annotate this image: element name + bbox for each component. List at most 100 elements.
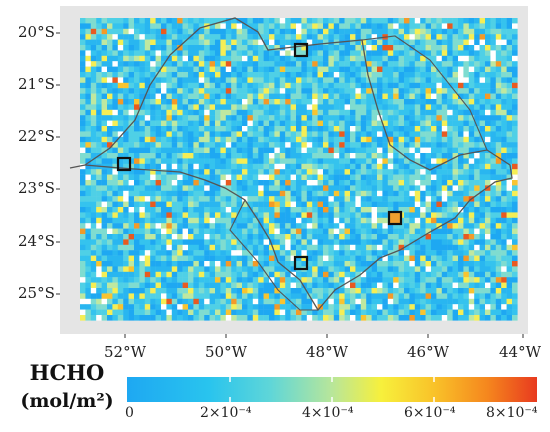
hcho-cell	[306, 169, 313, 175]
hcho-cell	[468, 212, 475, 218]
hcho-cell	[274, 109, 280, 116]
hcho-cell	[296, 244, 302, 251]
hcho-cell	[490, 266, 496, 272]
hcho-cell	[355, 18, 361, 24]
hcho-cell	[436, 153, 442, 159]
hcho-cell	[117, 120, 124, 127]
hcho-cell	[355, 277, 361, 283]
hcho-cell	[117, 169, 124, 175]
hcho-cell	[366, 18, 372, 24]
hcho-cell	[323, 61, 329, 67]
hcho-cell	[166, 234, 172, 240]
hcho-cell	[231, 126, 237, 132]
hcho-cell	[198, 34, 205, 40]
hcho-cell	[377, 18, 383, 24]
hcho-cell	[215, 174, 221, 181]
hcho-cell	[263, 120, 270, 127]
hcho-cell	[398, 282, 405, 289]
hcho-cell	[182, 23, 189, 29]
hcho-cell	[306, 61, 313, 67]
hcho-cell	[236, 72, 243, 78]
hcho-cell	[474, 212, 480, 218]
hcho-cell	[279, 212, 286, 218]
hcho-cell	[339, 239, 345, 245]
hcho-cell	[161, 45, 167, 51]
hcho-cell	[317, 190, 324, 197]
hcho-cell	[317, 271, 324, 278]
hcho-cell	[134, 271, 140, 278]
hcho-cell	[252, 28, 259, 35]
hcho-cell	[134, 282, 140, 289]
hcho-cell	[209, 266, 216, 272]
hcho-cell	[90, 34, 97, 40]
hcho-cell	[171, 153, 178, 159]
hcho-cell	[215, 99, 221, 105]
hcho-cell	[398, 104, 405, 110]
hcho-cell	[107, 315, 113, 321]
hcho-cell	[382, 158, 388, 164]
hcho-cell	[290, 23, 297, 29]
hcho-cell	[112, 201, 118, 208]
hcho-cell	[312, 109, 318, 116]
hcho-cell	[468, 293, 475, 299]
hcho-cell	[215, 282, 221, 289]
hcho-cell	[479, 277, 486, 283]
hcho-cell	[506, 207, 513, 213]
hcho-cell	[350, 55, 356, 62]
hcho-cell	[485, 104, 491, 110]
hcho-cell	[258, 228, 264, 235]
hcho-cell	[296, 61, 302, 67]
hcho-cell	[463, 45, 469, 51]
hcho-cell	[366, 153, 372, 159]
hcho-cell	[80, 147, 86, 154]
hcho-cell	[220, 120, 226, 127]
hcho-cell	[155, 282, 162, 289]
hcho-cell	[198, 153, 205, 159]
hcho-cell	[355, 207, 361, 213]
hcho-cell	[474, 180, 480, 186]
hcho-cell	[490, 282, 496, 289]
hcho-cell	[155, 288, 162, 294]
hcho-cell	[366, 223, 372, 229]
hcho-cell	[285, 153, 291, 159]
hcho-cell	[355, 120, 361, 127]
hcho-cell	[274, 115, 280, 121]
hcho-cell	[312, 147, 318, 154]
hcho-cell	[371, 185, 378, 191]
hcho-cell	[404, 147, 410, 154]
hcho-cell	[333, 261, 340, 267]
hcho-cell	[409, 18, 415, 24]
hcho-cell	[161, 288, 167, 294]
hcho-cell	[371, 163, 378, 170]
hcho-cell	[468, 18, 475, 24]
hcho-cell	[107, 99, 113, 105]
hcho-cell	[452, 261, 459, 267]
hcho-cell	[263, 228, 270, 235]
hcho-cell	[306, 288, 313, 294]
hcho-cell	[101, 185, 108, 191]
hcho-cell	[85, 180, 91, 186]
hcho-cell	[317, 288, 324, 294]
hcho-cell	[495, 39, 502, 46]
hcho-cell	[452, 45, 459, 51]
hcho-cell	[490, 158, 496, 164]
hcho-cell	[323, 104, 329, 110]
hcho-cell	[431, 309, 437, 316]
hcho-cell	[161, 28, 167, 35]
hcho-cell	[296, 99, 302, 105]
hcho-cell	[317, 266, 324, 272]
hcho-cell	[301, 120, 307, 127]
hcho-cell	[150, 212, 156, 218]
hcho-cell	[398, 315, 405, 321]
hcho-cell	[112, 18, 118, 24]
hcho-cell	[247, 72, 253, 78]
hcho-cell	[382, 104, 388, 110]
hcho-cell	[279, 72, 286, 78]
hcho-cell	[193, 109, 199, 116]
hcho-cell	[209, 55, 216, 62]
hcho-cell	[485, 93, 491, 100]
hcho-cell	[371, 66, 378, 73]
hcho-cell	[112, 55, 118, 62]
hcho-cell	[90, 271, 97, 278]
hcho-cell	[215, 153, 221, 159]
